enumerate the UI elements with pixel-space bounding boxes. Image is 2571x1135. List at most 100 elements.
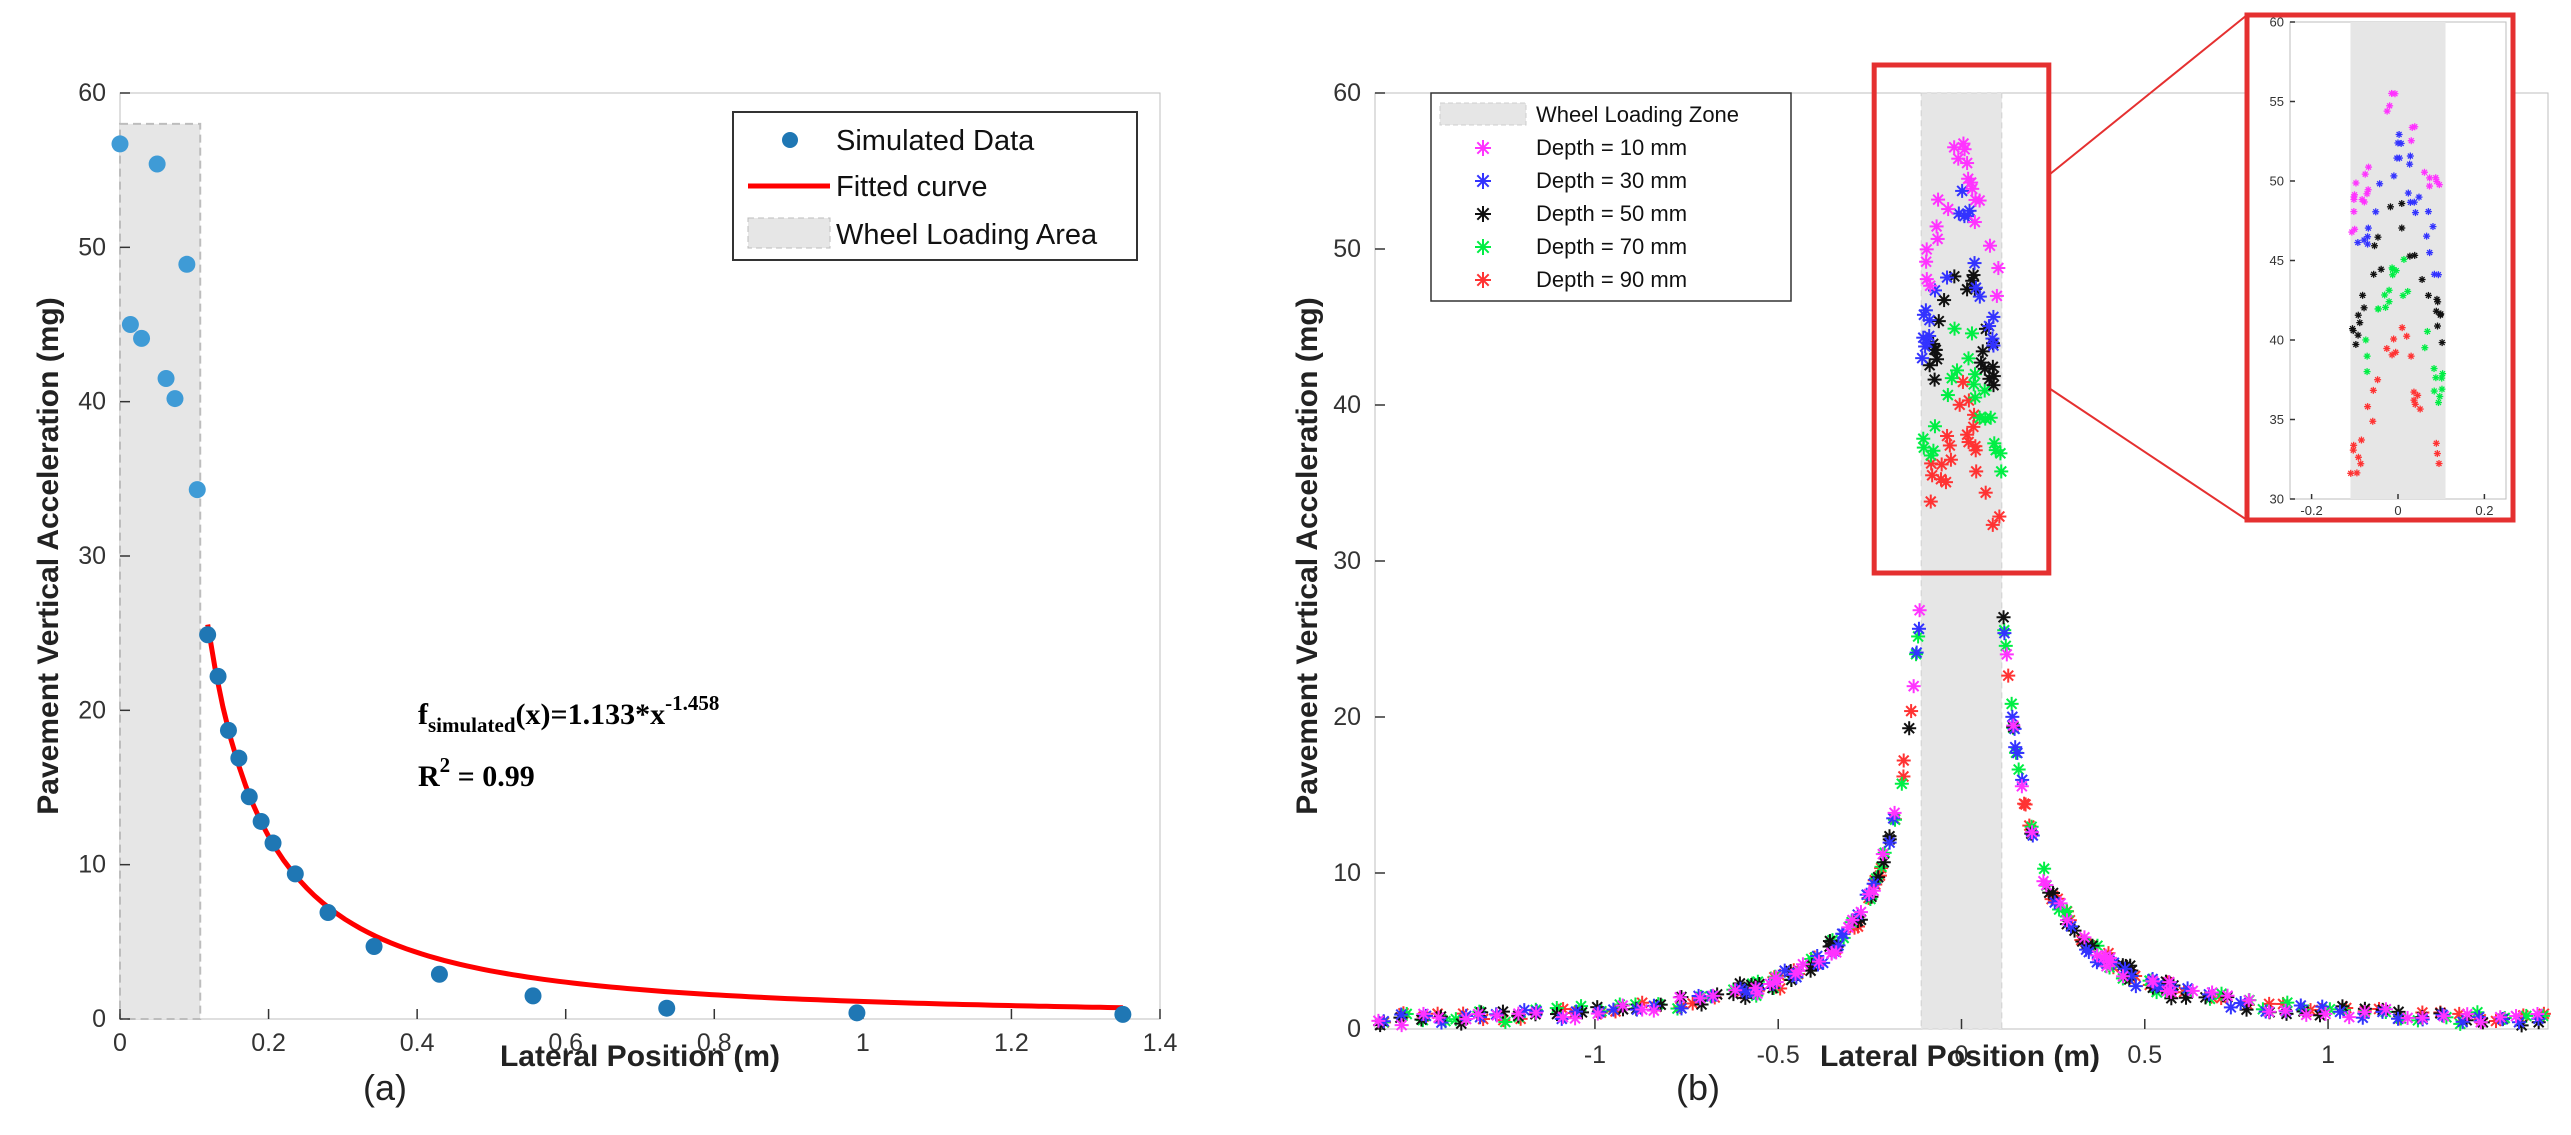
panel-b-depth-90-point [1924, 456, 1939, 471]
inset-depth-70-point [2436, 392, 2444, 400]
panel-b-depth-10-point [1906, 679, 1921, 694]
legend-depth-90-marker [1475, 272, 1491, 288]
legend-wheel-zone-label: Wheel Loading Zone [1536, 102, 1739, 127]
panel-b-depth-50-point [1975, 344, 1990, 359]
inset-depth-30-point [2372, 208, 2380, 216]
panel-b-depth-70-point [1916, 431, 1931, 446]
panel-b-depth-10-point [1769, 975, 1784, 990]
panel-b-depth-10-point [1999, 647, 2014, 662]
inset-depth-10-point [2350, 208, 2358, 216]
panel-b-depth-90-point [1985, 517, 2000, 532]
inset-depth-90-point [2350, 441, 2358, 449]
panel-b-depth-10-point [1795, 957, 1810, 972]
panel-b-depth-10-point [1748, 980, 1763, 995]
inset-depth-50-point [2436, 311, 2444, 319]
panel-b-depth-50-point [2312, 1008, 2327, 1023]
panel-b-depth-30-point [1911, 621, 1926, 636]
panel-b-depth-70-point [1926, 443, 1941, 458]
panel-b-depth-10-point [1947, 140, 1962, 155]
inset-depth-30-point [2424, 208, 2432, 216]
legend-depth-10-marker [1475, 140, 1491, 156]
inset-depth-90-point [2411, 400, 2419, 408]
panel-b-depth-90-point [1940, 428, 1955, 443]
panel-b-depth-10-point [1853, 905, 1868, 920]
inset-depth-70-point [2362, 336, 2370, 344]
inset-depth-50-point [2377, 265, 2385, 273]
panel-a-x-tick-label: 1.4 [1143, 1029, 1178, 1057]
panel-b-depth-10-point [1672, 990, 1687, 1005]
inset-depth-70-point [2400, 255, 2408, 263]
panel-b-depth-10-point [1919, 254, 1934, 269]
panel-b-depth-10-point [2342, 1010, 2357, 1025]
inset-depth-50-point [2354, 331, 2362, 339]
panel-b-depth-10-point [2116, 969, 2131, 984]
legend-depth-30-marker [1475, 173, 1491, 189]
panel-b-depth-10-point [1728, 983, 1743, 998]
inset-depth-70-point [2438, 385, 2446, 393]
simulated-data-point [219, 721, 237, 739]
panel-b-depth-90-point [1968, 443, 1983, 458]
panel-b-depth-10-point [2299, 1007, 2314, 1022]
panel-b-depth-10-point [1555, 1010, 1570, 1025]
panel-a-y-tick-label: 50 [78, 233, 106, 261]
inset-depth-70-point [2421, 344, 2429, 352]
panel-b-depth-10-point [1887, 805, 1902, 820]
inset-depth-90-point [2357, 436, 2365, 444]
r2-value: = 0.99 [450, 760, 535, 793]
inset-x-axis: -0.2 0 0.2 [2300, 494, 2493, 518]
panel-b-depth-90-point [1925, 468, 1940, 483]
panel-b-depth-70-point [2011, 762, 2026, 777]
panel-b-depth-10-point [1568, 1011, 1583, 1026]
panel-b-depth-90-point [1896, 753, 1911, 768]
panel-b-inset: -0.2 0 0.2 30 35 40 45 50 55 60 [2244, 12, 2516, 523]
panel-b-depth-30-point [1940, 270, 1955, 285]
inset-depth-70-point [2430, 387, 2438, 395]
panel-b-depth-10-point [1982, 238, 1997, 253]
panel-a-tag: (a) [363, 1067, 407, 1108]
inset-depth-70-point [2374, 305, 2382, 313]
panel-b-depth-90-point [1942, 438, 1957, 453]
panel-b-depth-70-point [2004, 696, 2019, 711]
panel-b-depth-10-point [2036, 874, 2051, 889]
panel-b-data-points [1371, 136, 2551, 1033]
inset-depth-90-point [2435, 460, 2443, 468]
simulated-data-point [264, 834, 282, 852]
panel-b-legend: Wheel Loading Zone Depth = 10 mm Depth =… [1430, 92, 1792, 302]
panel-b-depth-90-point [2018, 797, 2033, 812]
simulated-data-point [365, 937, 383, 955]
inset-depth-50-point [2352, 340, 2360, 348]
panel-b-depth-90-point [1685, 996, 1700, 1011]
eq-rhs: (x)=1.133*x [516, 698, 666, 731]
inset-depth-10-point [2426, 182, 2434, 190]
inset-depth-70-point [2382, 303, 2390, 311]
panel-b-depth-10-point [2415, 1010, 2430, 1025]
panel-b-y-tick-label: 20 [1333, 703, 1361, 731]
inset-depth-90-point [2383, 345, 2391, 353]
panel-b-depth-10-point [1841, 920, 1856, 935]
panel-b-depth-90-point [1969, 464, 1984, 479]
panel-b-depth-30-point [1739, 985, 1754, 1000]
panel-a-x-tick-label: 0.6 [548, 1029, 583, 1057]
simulated-data-point [524, 987, 542, 1005]
simulated-data-point [252, 812, 270, 830]
inset-depth-90-point [2369, 417, 2377, 425]
panel-a-x-tick-label: 0.8 [697, 1029, 732, 1057]
panel-b-depth-10-point [1866, 883, 1881, 898]
simulated-data-point [209, 667, 227, 685]
panel-b-depth-10-point [2278, 1003, 2293, 1018]
panel-b-depth-10-point [2509, 1009, 2524, 1024]
inset-depth-70-point [2434, 399, 2442, 407]
panel-b-depth-10-point [2436, 1009, 2451, 1024]
inset-depth-10-point [2352, 179, 2360, 187]
panel-b-x-tick-label: 0.5 [2127, 1041, 2162, 1069]
inset-y-tick-label: 30 [2270, 491, 2284, 506]
panel-b-depth-10-point [1829, 945, 1844, 960]
inset-depth-10-point [2348, 228, 2356, 236]
inset-depth-10-point [2363, 190, 2371, 198]
panel-a-fit-equation: fsimulated(x)=1.133*x-1.458 [418, 691, 719, 737]
panel-b-depth-10-point [1511, 1006, 1526, 1021]
inset-depth-50-point [2424, 291, 2432, 299]
panel-b-depth-70-point [1950, 363, 1965, 378]
inset-depth-90-point [2390, 335, 2398, 343]
inset-depth-30-point [2395, 130, 2403, 138]
